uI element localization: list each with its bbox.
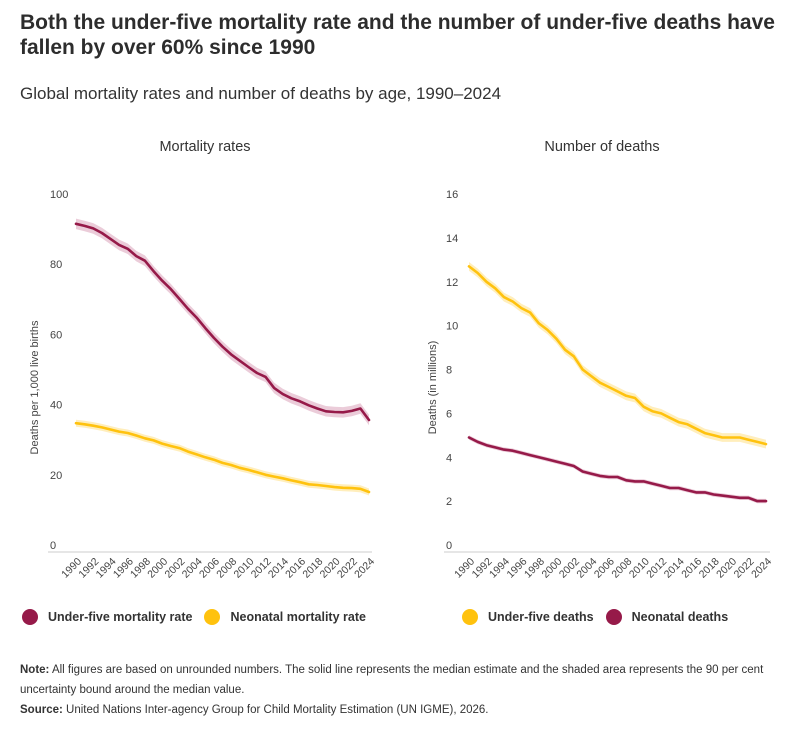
source: Source: United Nations Inter-agency Grou… [20,700,780,720]
y-tick-label: 60 [50,329,62,341]
legend-label: Neonatal deaths [631,610,729,624]
chart-title: Number of deaths [544,139,659,155]
y-tick-label: 0 [446,540,452,552]
note-text: All figures are based on unrounded numbe… [20,664,764,696]
legend-deaths: Under-five deaths Neonatal deaths [462,609,740,625]
y-tick-label: 12 [446,277,458,289]
x-tick-label: 2024 [352,556,377,581]
y-tick-label: 2 [446,496,452,508]
source-text: United Nations Inter-agency Group for Ch… [62,704,489,716]
y-tick-label: 4 [446,452,452,464]
note: Note: All figures are based on unrounded… [20,660,780,700]
y-tick-label: 80 [50,259,62,271]
source-label: Source: [20,704,63,716]
legend-label: Under-five deaths [488,610,594,624]
y-tick-label: 6 [446,408,452,420]
legend-dot-icon [605,609,622,625]
legend-rates: Under-five mortality rate Neonatal morta… [22,609,378,625]
series-line-under-five-mortality-rate [74,222,371,422]
headline: Both the under-five mortality rate and t… [20,11,775,59]
y-tick-label: 20 [50,470,62,482]
series-line-neonatal-mortality-rate [74,421,371,494]
subtitle: Global mortality rates and number of dea… [20,84,502,103]
legend-dot-icon [204,609,221,625]
chart-title: Mortality rates [159,139,250,155]
legend-label: Under-five mortality rate [48,610,193,624]
series-line-under-five-deaths [467,265,768,446]
y-tick-label: 8 [446,365,452,377]
y-tick-label: 14 [446,233,458,245]
y-axis-label: Deaths per 1,000 live births [29,320,41,454]
legend-item-neonatal-deaths: Neonatal deaths [605,609,729,625]
y-tick-label: 10 [446,321,458,333]
y-tick-label: 16 [446,189,458,201]
y-tick-label: 0 [50,540,56,552]
series-line-neonatal-deaths [467,436,768,503]
legend-item-neonatal-rate: Neonatal mortality rate [204,609,366,625]
y-axis-label: Deaths (in millions) [427,341,439,435]
uncertainty-band [469,435,766,504]
legend-item-under-five-deaths: Under-five deaths [462,609,594,625]
legend-item-under-five-rate: Under-five mortality rate [22,609,192,625]
y-tick-label: 100 [50,189,68,201]
legend-label: Neonatal mortality rate [230,610,366,624]
notes: Note: All figures are based on unrounded… [20,660,780,720]
uncertainty-band [76,218,369,426]
y-tick-label: 40 [50,400,62,412]
uncertainty-band [469,262,766,449]
legend-dot-icon [462,609,478,625]
x-tick-label: 2024 [749,556,774,581]
note-label: Note: [20,664,50,676]
legend-dot-icon [22,609,38,625]
